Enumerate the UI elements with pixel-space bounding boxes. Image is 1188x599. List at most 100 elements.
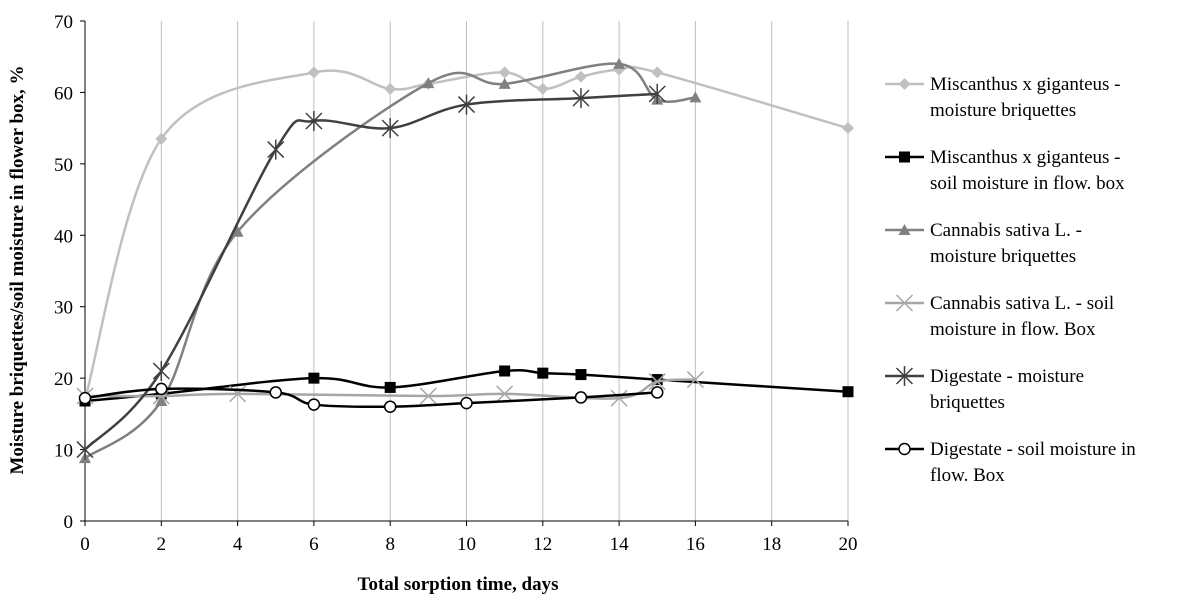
data-point <box>155 382 168 396</box>
data-point <box>689 91 702 103</box>
series-5 <box>76 83 666 460</box>
y-tick-label: 0 <box>64 512 74 533</box>
data-point <box>460 396 473 410</box>
x-tick-label: 6 <box>309 534 319 555</box>
data-point <box>651 374 663 386</box>
data-point <box>308 372 320 384</box>
legend-marker <box>895 294 914 312</box>
y-tick-label: 20 <box>54 369 73 390</box>
data-point <box>267 139 285 160</box>
data-point <box>422 77 435 89</box>
legend-label: Cannabis sativa L. - soil <box>930 293 1114 314</box>
data-point <box>537 367 549 379</box>
legend-marker <box>899 151 910 163</box>
x-tick-label: 16 <box>686 534 705 555</box>
data-point <box>152 361 170 381</box>
series-3 <box>79 57 702 464</box>
legend-label: Cannabis sativa L. - <box>930 220 1082 241</box>
data-point <box>307 66 320 79</box>
legend-label: moisture briquettes <box>930 246 1076 267</box>
legend-label: flow. Box <box>930 465 1005 486</box>
data-point <box>574 70 587 83</box>
x-tick-label: 20 <box>839 534 858 555</box>
legend-marker <box>898 224 911 235</box>
data-point <box>384 381 396 393</box>
series-layer <box>76 57 854 464</box>
legend-item: Cannabis sativa L. - moisture briquettes <box>885 220 1082 267</box>
legend-label: Miscanthus x giganteus - <box>930 74 1121 95</box>
data-point <box>536 82 549 95</box>
axes <box>80 20 849 526</box>
series-line <box>84 378 696 400</box>
data-point <box>384 82 397 95</box>
legend-item: Cannabis sativa L. - soil moisture in flo… <box>885 293 1114 340</box>
data-point <box>842 386 854 398</box>
legend-item: Digestate - soil moisture in flow. Box <box>885 439 1136 486</box>
data-point <box>383 400 397 413</box>
data-point <box>381 118 399 139</box>
legend-label: soil moisture in flow. box <box>930 173 1125 194</box>
x-tick-label: 4 <box>233 534 243 555</box>
series-6 <box>78 382 664 413</box>
data-point <box>269 386 282 399</box>
legend-marker <box>898 442 911 456</box>
legend-marker <box>895 366 914 386</box>
x-tick-label: 0 <box>80 534 90 555</box>
data-point <box>498 77 511 89</box>
data-point <box>231 225 244 237</box>
y-tick-label: 10 <box>54 441 73 462</box>
y-axis-title: Moisture briquettes/soil moisture in flo… <box>7 65 28 474</box>
legend-item: Digestate - moisture briquettes <box>885 366 1084 413</box>
grid-lines <box>160 21 849 521</box>
data-point <box>419 387 437 405</box>
legend-label: moisture briquettes <box>930 100 1076 121</box>
data-point <box>842 122 854 135</box>
series-line <box>84 92 658 451</box>
data-point <box>572 88 590 109</box>
data-point <box>648 373 666 391</box>
y-tick-label: 40 <box>54 226 73 247</box>
data-point <box>613 63 626 76</box>
data-point <box>575 369 587 381</box>
y-tick-label: 30 <box>54 298 73 319</box>
legend-label: Miscanthus x giganteus - <box>930 147 1121 168</box>
data-point <box>496 385 514 403</box>
legend-item: Miscanthus x giganteus - soil moisture in… <box>885 147 1125 194</box>
x-tick-label: 2 <box>157 534 167 555</box>
data-point <box>574 391 588 404</box>
y-tick-label: 60 <box>54 83 73 104</box>
legend-label: moisture in flow. Box <box>930 319 1096 340</box>
data-point <box>613 57 626 69</box>
legend: Miscanthus x giganteus - moisture briquet… <box>885 74 1136 486</box>
data-point <box>155 395 168 406</box>
data-point <box>307 398 321 411</box>
legend-label: briquettes <box>930 392 1005 413</box>
data-point <box>648 83 666 104</box>
data-point <box>610 389 628 407</box>
x-axis-title: Total sorption time, days <box>358 574 559 595</box>
data-point <box>499 365 511 377</box>
legend-label: Digestate - soil moisture in <box>930 439 1136 460</box>
data-point <box>155 132 168 145</box>
legend-item: Miscanthus x giganteus - moisture briquet… <box>885 74 1121 121</box>
data-point <box>305 111 323 131</box>
x-tick-label: 8 <box>385 534 395 555</box>
tick-labels: 0 10 20 30 40 50 60 70 0 2 4 6 8 10 12 14 16 18 20 <box>54 12 858 555</box>
x-tick-label: 14 <box>610 534 630 555</box>
legend-marker <box>898 78 911 90</box>
data-point <box>457 94 476 115</box>
data-point <box>651 66 664 79</box>
legend-label: Digestate - moisture <box>930 366 1084 387</box>
y-tick-label: 50 <box>54 155 73 176</box>
x-tick-label: 10 <box>457 534 476 555</box>
x-tick-label: 12 <box>533 534 552 555</box>
data-point <box>78 391 92 405</box>
series-line <box>84 387 658 409</box>
data-point <box>686 371 704 389</box>
y-tick-label: 70 <box>54 12 73 33</box>
x-tick-label: 18 <box>762 534 781 555</box>
data-point <box>651 386 664 399</box>
data-point <box>76 439 94 460</box>
data-point <box>498 66 511 79</box>
